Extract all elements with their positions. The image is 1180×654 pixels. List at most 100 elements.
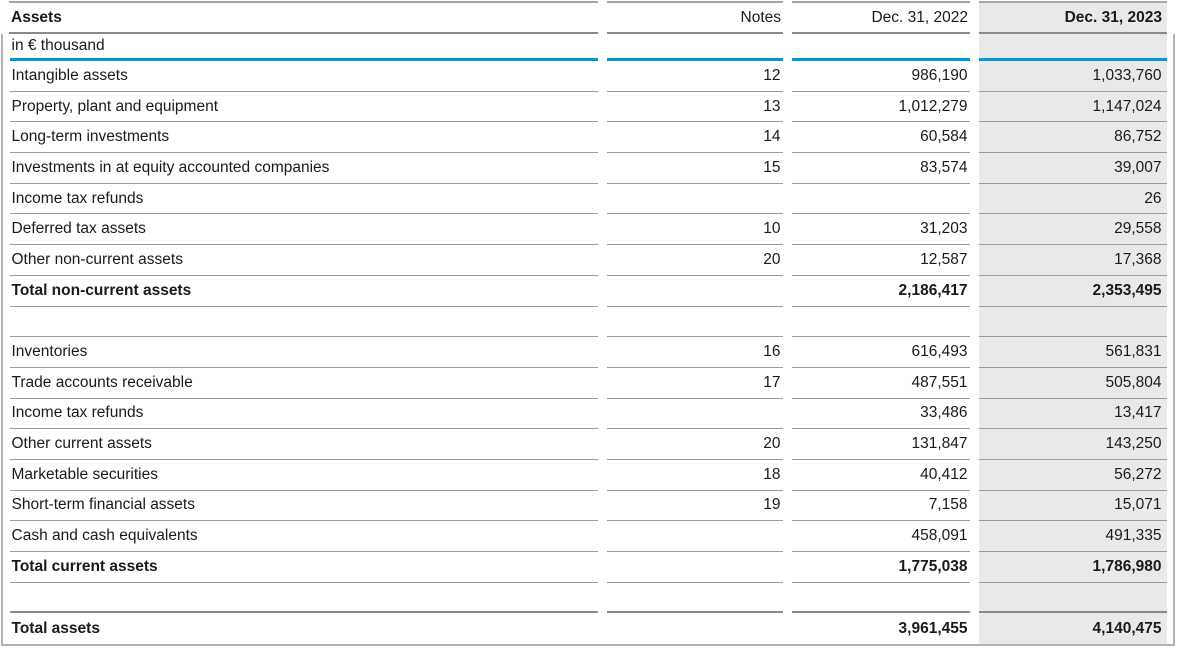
row-value-2023: 15,071 xyxy=(978,490,1167,522)
row-value-2022: 1,775,038 xyxy=(791,552,970,583)
column-header-dec-31-2023: Dec. 31, 2023 xyxy=(979,1,1167,34)
table-row: Inventories 16 616,493 561,831 xyxy=(3,337,1173,368)
row-value-2023: 26 xyxy=(978,183,1167,215)
row-notes: 15 xyxy=(606,153,783,184)
row-notes xyxy=(606,399,783,430)
table-row: Short-term financial assets 19 7,158 15,071 xyxy=(3,490,1173,522)
row-value-2023 xyxy=(978,306,1167,338)
table-body: in € thousand Intangible assets 12 986,190… xyxy=(1,34,1175,647)
table-row: Intangible assets 12 986,190 1,033,760 xyxy=(3,61,1173,92)
row-value-2022: 7,158 xyxy=(791,491,970,522)
row-value-2023: 1,786,980 xyxy=(978,552,1167,583)
unit-label: in € thousand xyxy=(9,34,598,61)
column-header-dec-31-2022: Dec. 31, 2022 xyxy=(792,1,970,34)
table-row: Long-term investments 14 60,584 86,752 xyxy=(3,122,1173,154)
table-header-row: Assets Notes Dec. 31, 2022 Dec. 31, 2023 xyxy=(1,1,1175,34)
row-label: Other non-current assets xyxy=(9,245,598,276)
spacer-row xyxy=(3,306,1173,338)
table-row: Income tax refunds 26 xyxy=(3,183,1173,215)
table-row: Deferred tax assets 10 31,203 29,558 xyxy=(3,214,1173,246)
row-notes: 17 xyxy=(606,368,783,399)
row-value-2022: 986,190 xyxy=(791,61,970,92)
row-value-2022: 616,493 xyxy=(791,337,970,368)
row-label: Marketable securities xyxy=(9,460,598,491)
row-notes xyxy=(606,184,783,215)
unit-row-2022-cell xyxy=(791,34,970,61)
row-notes: 10 xyxy=(606,214,783,246)
table-row: Other non-current assets 20 12,587 17,368 xyxy=(3,245,1173,276)
row-value-2022: 458,091 xyxy=(791,521,970,552)
row-value-2022: 12,587 xyxy=(791,245,970,276)
row-notes xyxy=(607,613,783,644)
row-notes: 18 xyxy=(606,460,783,491)
table-row: Total current assets 1,775,038 1,786,980 xyxy=(3,552,1173,583)
table-row: Cash and cash equivalents 458,091 491,335 xyxy=(3,521,1173,552)
row-notes xyxy=(606,276,783,307)
row-value-2023: 143,250 xyxy=(978,429,1167,460)
row-value-2023: 13,417 xyxy=(978,398,1167,430)
row-notes: 13 xyxy=(606,92,783,123)
row-label: Income tax refunds xyxy=(9,184,598,215)
row-notes: 16 xyxy=(606,337,783,368)
row-notes: 12 xyxy=(606,61,783,92)
row-label: Long-term investments xyxy=(9,122,598,154)
row-value-2022: 131,847 xyxy=(791,429,970,460)
row-value-2023: 1,033,760 xyxy=(978,61,1167,92)
row-label: Other current assets xyxy=(9,429,598,460)
row-value-2022: 1,012,279 xyxy=(791,92,970,123)
column-header-assets: Assets xyxy=(9,1,598,34)
row-value-2023: 86,752 xyxy=(978,122,1167,154)
row-notes xyxy=(606,521,783,552)
column-header-notes: Notes xyxy=(607,1,783,34)
row-label: Income tax refunds xyxy=(9,399,598,430)
row-value-2022: 487,551 xyxy=(791,368,970,399)
row-label: Trade accounts receivable xyxy=(9,368,598,399)
row-label: Cash and cash equivalents xyxy=(9,521,598,552)
row-value-2023 xyxy=(978,582,1167,614)
unit-row-2023-cell xyxy=(978,34,1167,61)
row-label: Total current assets xyxy=(9,552,598,583)
table-row: Total assets 3,961,455 4,140,475 xyxy=(3,613,1173,645)
row-label: Intangible assets xyxy=(9,61,598,92)
table-row: Investments in at equity accounted compa… xyxy=(3,153,1173,184)
row-value-2022 xyxy=(791,184,970,215)
row-label: Deferred tax assets xyxy=(9,214,598,246)
row-label: Total non-current assets xyxy=(9,276,598,307)
row-value-2023: 561,831 xyxy=(978,337,1167,368)
row-value-2023: 56,272 xyxy=(978,459,1167,491)
row-label: Total assets xyxy=(11,619,100,637)
row-notes xyxy=(606,307,783,338)
row-value-2022: 3,961,455 xyxy=(898,619,968,637)
row-label: Inventories xyxy=(9,337,598,368)
row-value-2023: 1,147,024 xyxy=(978,91,1167,123)
row-notes: 20 xyxy=(606,245,783,276)
row-label: Investments in at equity accounted compa… xyxy=(9,153,598,184)
table-row: Trade accounts receivable 17 487,551 505,80… xyxy=(3,367,1173,399)
row-value-2022: 60,584 xyxy=(791,122,970,154)
row-value-2022 xyxy=(791,307,970,338)
row-value-2023: 505,804 xyxy=(978,367,1167,399)
row-notes xyxy=(606,552,783,583)
row-value-2022: 33,486 xyxy=(791,399,970,430)
row-value-2023: 29,558 xyxy=(978,214,1167,246)
unit-row-notes-cell xyxy=(606,34,783,61)
row-label xyxy=(9,307,598,338)
row-notes: 20 xyxy=(606,429,783,460)
row-value-2023: 491,335 xyxy=(978,521,1167,552)
row-value-2022: 31,203 xyxy=(791,214,970,246)
row-value-2022: 2,186,417 xyxy=(791,276,970,307)
row-value-2023: 39,007 xyxy=(978,153,1167,184)
table-row: Income tax refunds 33,486 13,417 xyxy=(3,398,1173,430)
row-label xyxy=(9,583,598,614)
row-value-2022 xyxy=(791,583,970,614)
row-value-2023: 17,368 xyxy=(978,245,1167,276)
row-label: Short-term financial assets xyxy=(9,491,598,522)
row-value-2023: 4,140,475 xyxy=(978,613,1167,645)
row-notes: 14 xyxy=(606,122,783,154)
rows-container: Intangible assets 12 986,190 1,033,760 Prope… xyxy=(3,61,1173,645)
row-label: Property, plant and equipment xyxy=(9,92,598,123)
unit-row: in € thousand xyxy=(3,34,1173,61)
table-row: Property, plant and equipment 13 1,012,279… xyxy=(3,91,1173,123)
